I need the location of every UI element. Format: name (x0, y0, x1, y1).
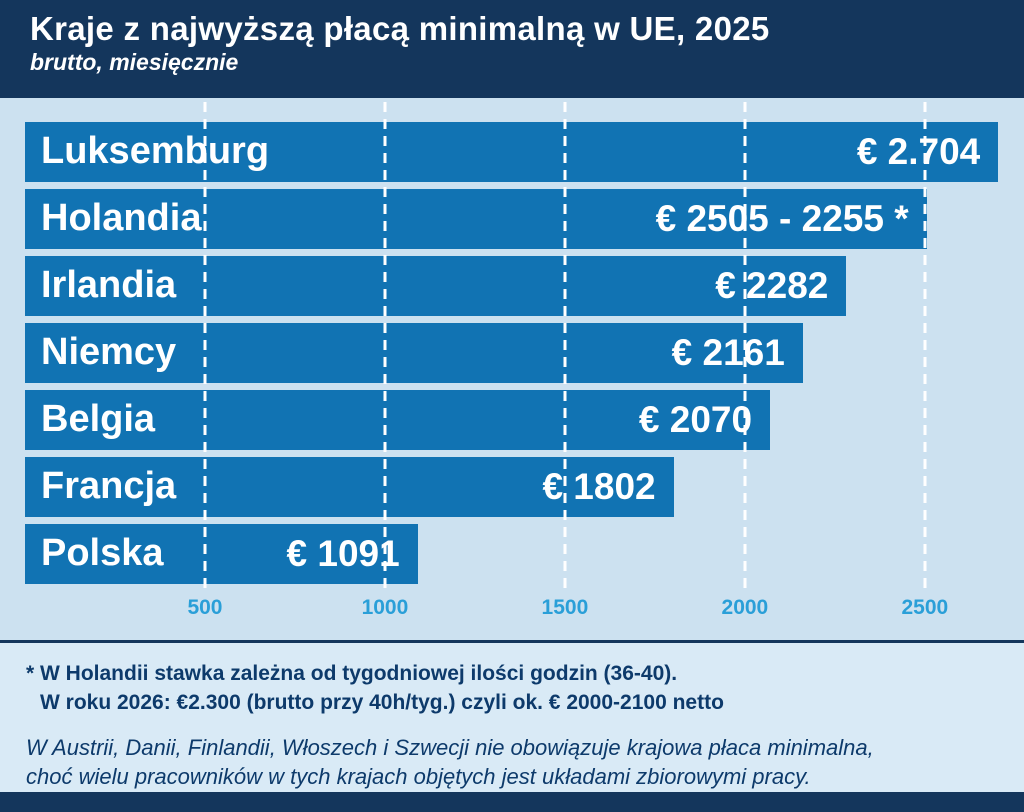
bar-luksemburg: Luksemburg € 2.704 (25, 121, 999, 182)
bar-value-label: € 1091 (286, 532, 400, 574)
bar-value-label: € 2161 (671, 331, 785, 373)
bar-value-label: € 1802 (542, 465, 656, 507)
bar-holandia: Holandia € 2505 - 2255 * (25, 188, 927, 249)
bar-row-francja: Francja € 1802 (25, 453, 999, 520)
bar-row-luksemburg: Luksemburg € 2.704 (25, 118, 999, 185)
footnote-holandia-line1: * W Holandii stawka zależna od tygodniow… (26, 662, 678, 685)
bar-value-label: € 2282 (715, 264, 829, 306)
bar-value-label: € 2070 (638, 398, 753, 440)
footnote-holandia: * W Holandii stawka zależna od tygodniow… (26, 659, 998, 718)
bar-country-label: Belgia (41, 398, 156, 440)
bar-row-irlandia: Irlandia € 2282 (25, 252, 999, 319)
bar-belgia: Belgia € 2070 (25, 389, 771, 450)
bar-country-label: Francja (41, 465, 177, 507)
footnotes: * W Holandii stawka zależna od tygodniow… (0, 643, 1024, 793)
footer-strip (0, 792, 1024, 812)
bar-row-holandia: Holandia € 2505 - 2255 * (25, 185, 999, 252)
footnote-holandia-line2: W roku 2026: €2.300 (brutto przy 40h/tyg… (40, 691, 724, 715)
bar-row-belgia: Belgia € 2070 (25, 386, 999, 453)
bar-francja: Francja € 1802 (25, 456, 674, 517)
x-tick-2000: 2000 (721, 596, 769, 619)
bar-country-label: Holandia (41, 197, 202, 239)
chart-title: Kraje z najwyższą płacą minimalną w UE, … (30, 10, 770, 47)
header: Kraje z najwyższą płacą minimalną w UE, … (0, 0, 1024, 98)
bar-niemcy: Niemcy € 2161 (25, 322, 803, 383)
bar-polska: Polska € 1091 (25, 523, 418, 584)
bar-value-label: € 2505 - 2255 * (655, 197, 909, 239)
x-tick-500: 500 (187, 596, 223, 619)
bar-value-label: € 2.704 (856, 130, 981, 172)
x-tick-1500: 1500 (541, 596, 589, 619)
chart-subtitle: brutto, miesięcznie (30, 48, 239, 75)
bar-country-label: Niemcy (41, 331, 177, 373)
x-axis: 500 1000 1500 2000 2500 (25, 587, 999, 640)
plot-area: Luksemburg € 2.704 Holandia € 2505 - 2255 *… (25, 102, 999, 593)
bar-row-niemcy: Niemcy € 2161 (25, 319, 999, 386)
x-tick-2500: 2500 (901, 596, 949, 619)
bar-country-label: Polska (41, 532, 164, 574)
bar-country-label: Luksemburg (41, 130, 270, 172)
footnote-no-minimum-wage-line2: choć wielu pracowników w tych krajach ob… (26, 764, 811, 790)
bar-row-polska: Polska € 1091 (25, 520, 999, 587)
footnote-no-minimum-wage: W Austrii, Danii, Finlandii, Włoszech i … (26, 733, 998, 792)
bar-irlandia: Irlandia € 2282 (25, 255, 847, 316)
bar-chart: Luksemburg € 2.704 Holandia € 2505 - 2255 *… (0, 98, 1024, 640)
bar-country-label: Irlandia (41, 264, 177, 306)
divider-line (0, 640, 1024, 643)
x-tick-1000: 1000 (361, 596, 409, 619)
footnote-no-minimum-wage-line1: W Austrii, Danii, Finlandii, Włoszech i … (26, 734, 874, 760)
